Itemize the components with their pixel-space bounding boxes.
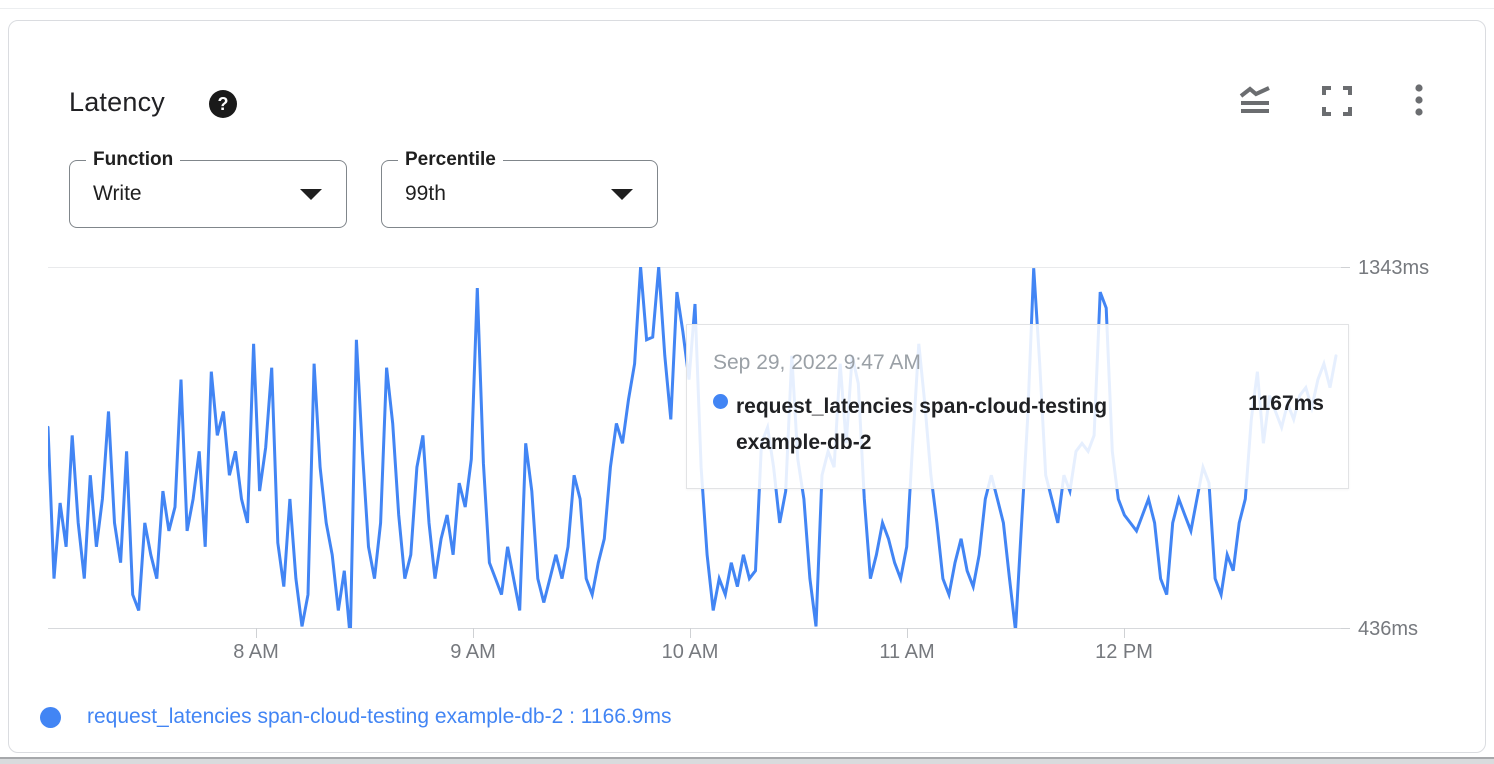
x-axis-label: 12 PM — [1095, 641, 1153, 663]
chart-series-icon[interactable] — [1237, 83, 1273, 119]
x-axis-label: 9 AM — [450, 641, 496, 663]
fullscreen-icon[interactable] — [1319, 83, 1355, 119]
x-tick — [473, 628, 474, 638]
y-tick-max — [1341, 267, 1350, 268]
x-tick — [907, 628, 908, 638]
x-axis-label: 8 AM — [233, 641, 279, 663]
gridline-top — [48, 267, 1345, 268]
percentile-select[interactable]: Percentile 99th — [381, 149, 658, 228]
tooltip-timestamp: Sep 29, 2022 9:47 AM — [713, 351, 921, 374]
chart-tooltip: Sep 29, 2022 9:47 AM request_latencies s… — [686, 324, 1349, 489]
y-axis-label-max: 1343ms — [1358, 257, 1430, 279]
series-dot-icon — [713, 394, 728, 409]
chevron-down-icon — [300, 189, 322, 200]
more-options-icon[interactable] — [1401, 83, 1437, 119]
x-tick — [256, 628, 257, 638]
top-divider — [0, 8, 1494, 9]
function-select-label: Function — [86, 149, 181, 171]
legend-label: request_latencies span-cloud-testing exa… — [87, 705, 672, 728]
tooltip-series-name: request_latencies span-cloud-testing exa… — [736, 395, 1108, 454]
percentile-select-label: Percentile — [398, 149, 503, 171]
function-select[interactable]: Function Write — [69, 149, 347, 228]
legend-dot-icon — [40, 706, 61, 728]
y-axis-label-min: 436ms — [1358, 618, 1419, 640]
x-tick — [1124, 628, 1125, 638]
help-icon[interactable]: ? — [209, 90, 237, 118]
x-tick — [690, 628, 691, 638]
x-axis-label: 11 AM — [879, 641, 935, 663]
card-title: Latency — [69, 87, 165, 117]
bottom-divider — [0, 757, 1494, 764]
tooltip-value: 1167ms — [1248, 392, 1324, 415]
function-select-value: Write — [93, 182, 142, 205]
x-axis-line — [48, 628, 1345, 629]
card-toolbar — [1237, 83, 1437, 119]
chevron-down-icon — [611, 189, 633, 200]
x-axis-label: 10 AM — [661, 641, 719, 663]
y-tick-min — [1341, 628, 1350, 629]
legend-item[interactable]: request_latencies span-cloud-testing exa… — [40, 705, 671, 729]
tooltip-series-row: request_latencies span-cloud-testing exa… — [713, 389, 1324, 461]
percentile-select-value: 99th — [405, 182, 446, 205]
